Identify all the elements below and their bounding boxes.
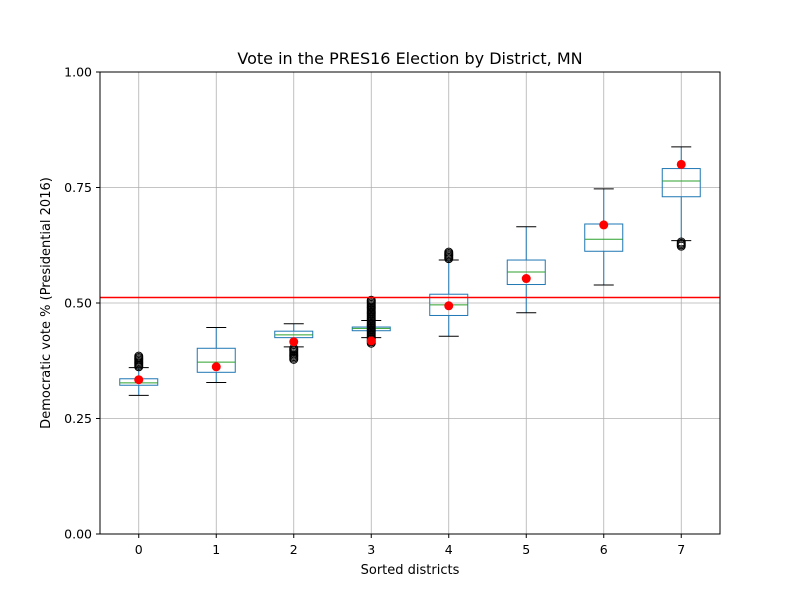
x-tick-label: 0: [135, 542, 143, 557]
outlier-point: [366, 295, 376, 305]
x-axis-label: Sorted districts: [361, 563, 460, 578]
x-tick-label: 4: [445, 542, 453, 557]
box-district-2: [274, 323, 314, 364]
y-axis-label: Democratic vote % (Presidential 2016): [39, 177, 54, 429]
x-tick-label: 5: [522, 542, 530, 557]
plan-value-dot: [599, 220, 609, 230]
y-tick-label: 0.00: [64, 527, 92, 542]
iqr-box: [196, 347, 236, 373]
y-tick-label: 0.75: [64, 180, 92, 195]
y-axis-ticks: 0.00 0.25 0.50 0.75 1.00: [64, 65, 100, 542]
chart-title: Vote in the PRES16 Election by District,…: [237, 49, 582, 68]
x-tick-label: 6: [600, 542, 608, 557]
outlier-point: [444, 247, 454, 257]
x-tick-label: 3: [367, 542, 375, 557]
box-district-0: [119, 351, 159, 396]
outlier-point: [676, 237, 686, 247]
y-tick-label: 0.25: [64, 411, 92, 426]
boxes-layer: [119, 146, 701, 396]
x-axis-ticks: 0 1 2 3 4 5 6 7: [135, 534, 685, 557]
plan-value-dot: [521, 274, 531, 284]
plan-value-dot: [676, 159, 686, 169]
plan-value-dot: [366, 336, 376, 346]
plan-value-dot: [134, 375, 144, 385]
box-district-5: [506, 226, 546, 314]
grid-lines: [100, 71, 720, 535]
y-tick-label: 1.00: [64, 65, 92, 80]
box-district-4: [429, 247, 469, 337]
box-district-7: [661, 146, 701, 251]
y-tick-label: 0.50: [64, 296, 92, 311]
outlier-point: [134, 351, 144, 361]
plan-value-dot: [444, 301, 454, 311]
box-district-6: [584, 188, 624, 286]
x-tick-label: 1: [212, 542, 220, 557]
x-tick-label: 2: [290, 542, 298, 557]
plan-value-dot: [211, 362, 221, 372]
plan-value-dot: [289, 337, 299, 347]
box-district-1: [196, 326, 236, 383]
box-district-3: [351, 295, 391, 348]
x-tick-label: 7: [677, 542, 685, 557]
